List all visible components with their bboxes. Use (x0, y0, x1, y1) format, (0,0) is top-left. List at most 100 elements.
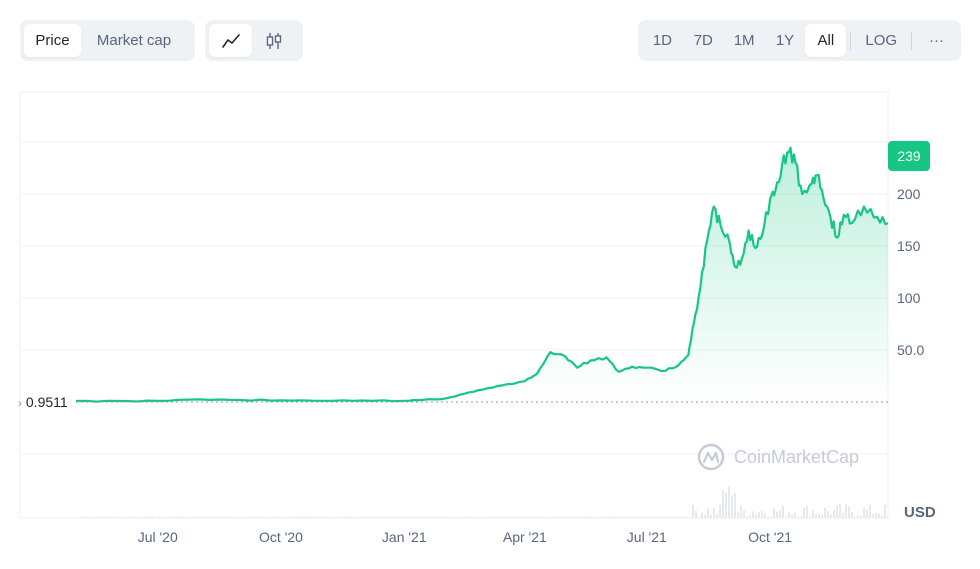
price-line (75, 146, 889, 403)
range-all-button[interactable]: All (805, 24, 847, 57)
market-cap-tab[interactable]: Market cap (96, 32, 172, 49)
volume-bar (428, 517, 430, 518)
watermark-text: CoinMarketCap (734, 446, 860, 467)
volume-bar (557, 516, 559, 518)
volume-bar (383, 516, 385, 518)
volume-bar (212, 517, 214, 518)
currency-label: USD (904, 504, 936, 521)
volume-bar (617, 516, 619, 518)
volume-bar (434, 516, 436, 518)
volume-bar (278, 517, 280, 518)
volume-bar (410, 517, 412, 518)
volume-bar (230, 516, 232, 518)
volume-bar (800, 516, 802, 518)
volume-bar (341, 516, 343, 518)
volume-bar (197, 516, 199, 518)
volume-bar (737, 512, 739, 518)
volume-bar (179, 516, 181, 518)
volume-bar (245, 517, 247, 518)
volume-bar (467, 517, 469, 518)
volume-bar (146, 516, 148, 518)
volume-bar (302, 516, 304, 518)
volume-bar (167, 517, 169, 518)
volume-bar (581, 516, 583, 518)
volume-bar (653, 516, 655, 518)
volume-bar (521, 517, 523, 518)
volume-bar (296, 517, 298, 518)
volume-bar (566, 517, 568, 518)
volume-bar (668, 516, 670, 518)
volume-bar (122, 517, 124, 518)
volume-bar (701, 512, 703, 518)
volume-bar (113, 516, 115, 518)
volume-bar (215, 516, 217, 518)
volume-bar (842, 512, 844, 518)
volume-bar (425, 517, 427, 518)
volume-bar (758, 512, 760, 518)
volume-bar (713, 507, 715, 518)
volume-bar (206, 517, 208, 518)
more-options-button[interactable]: ··· (929, 32, 945, 49)
volume-bar (449, 517, 451, 518)
volume-bar (626, 516, 628, 518)
range-1y-button[interactable]: 1Y (775, 32, 795, 49)
volume-bar (248, 517, 250, 518)
volume-bar (746, 516, 748, 518)
range-1m-button[interactable]: 1M (733, 32, 755, 49)
volume-bar (515, 516, 517, 518)
volume-bar (716, 513, 718, 518)
volume-bar (608, 517, 610, 518)
x-tick-label: Apr '21 (503, 529, 547, 545)
log-scale-button[interactable]: LOG (865, 32, 898, 49)
start-price-marker: › (18, 396, 22, 410)
volume-bar (647, 517, 649, 518)
volume-bar (533, 517, 535, 518)
volume-bar (362, 517, 364, 518)
volume-bar (674, 516, 676, 518)
volume-bar (80, 517, 82, 518)
volume-bar (731, 495, 733, 518)
volume-bar (395, 517, 397, 518)
volume-bar (569, 516, 571, 518)
volume-bar (257, 516, 259, 518)
volume-bar (881, 515, 883, 518)
volume-bar (347, 516, 349, 518)
volume-bar (593, 517, 595, 518)
volume-bar (797, 517, 799, 518)
volume-bar (527, 516, 529, 518)
volume-bar (809, 517, 811, 518)
volume-bar (218, 517, 220, 518)
volume-bar (869, 504, 871, 518)
volume-bar (575, 517, 577, 518)
volume-bar (191, 517, 193, 518)
volume-bar (335, 517, 337, 518)
volume-bar (659, 517, 661, 518)
volume-bar (107, 517, 109, 518)
volume-bar (377, 517, 379, 518)
volume-bar (176, 517, 178, 518)
volume-bar (680, 517, 682, 518)
volume-bar (422, 517, 424, 518)
volume-bar (641, 516, 643, 518)
line-chart-button[interactable] (209, 24, 252, 57)
volume-bar (332, 517, 334, 518)
volume-bar (137, 517, 139, 518)
volume-bar (728, 486, 730, 518)
volume-bar (236, 517, 238, 518)
range-7d-button[interactable]: 7D (693, 32, 713, 49)
volume-bar (152, 517, 154, 518)
volume-bar (743, 510, 745, 518)
volume-bar (488, 517, 490, 518)
price-tab[interactable]: Price (24, 24, 81, 57)
candlestick-button[interactable] (252, 24, 295, 57)
volume-bar (344, 517, 346, 518)
volume-bar (752, 511, 754, 518)
volume-bar (470, 517, 472, 518)
volume-bar (314, 516, 316, 518)
range-1d-button[interactable]: 1D (652, 32, 673, 49)
volume-bar (548, 517, 550, 518)
volume-bar (194, 517, 196, 518)
volume-bar (446, 517, 448, 518)
volume-bar (479, 517, 481, 518)
